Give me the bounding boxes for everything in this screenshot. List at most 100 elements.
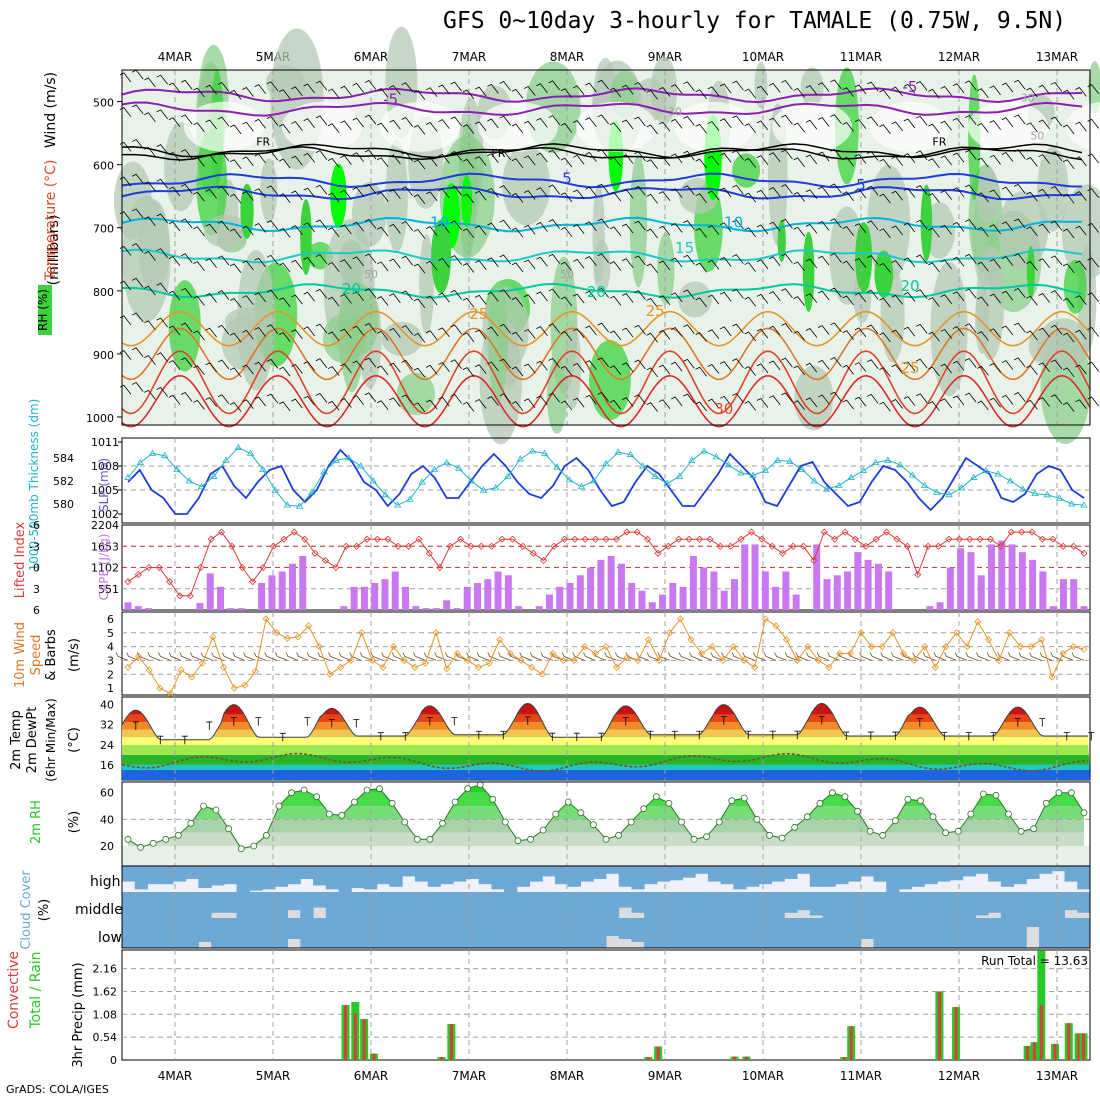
wind-barb [242,364,254,375]
wind10m-point [315,643,323,651]
lifted-index-point [1049,535,1057,543]
wind-barb [830,148,842,159]
lifted-index-point [456,535,465,543]
cloud-cover-bar [848,892,862,918]
wind-barb [903,222,916,233]
wind-barb [634,255,646,266]
wind-barb [695,123,707,134]
wind-barb [474,364,487,375]
wind-barb [744,157,756,168]
wind-barb [634,324,646,335]
wind10m-barb [529,652,543,661]
cloud-cover-bar [1051,866,1066,872]
wind10m-barb [158,652,171,661]
wind-barb [597,392,609,402]
cape-bar [936,602,944,610]
cloud-cover-bar [1064,892,1078,911]
wind10m-point [262,615,270,623]
wind-barb [915,358,928,369]
cape-bar [710,571,718,610]
wind-barb [144,216,156,227]
wind-barb [928,331,940,342]
wind-barb [1013,114,1026,125]
wind-barb [425,295,438,306]
cloud-cover-bar [376,866,390,885]
wind-barb [474,260,487,270]
wind-barb [156,386,168,397]
wind-barb [462,228,475,239]
wind-barb [340,293,352,304]
cloud-cover-bar [733,866,747,890]
cloud-cover-bar [606,866,620,874]
wind-barb [891,225,903,236]
wind-barb [928,297,940,307]
wind-barb [144,251,156,261]
cape-bar [360,586,368,610]
wind-barb [1075,295,1087,305]
lifted-index-line [127,531,1085,597]
isotherm-line [121,282,1083,299]
rh2m-tick-label: 20 [100,840,114,853]
thickness-point [136,458,144,465]
wind-barb [891,260,903,270]
wind10m-tick-label: 5 [107,627,114,640]
wind10m-point [836,649,844,658]
cloud-cover-bar [784,866,798,879]
rh-patch [168,280,201,372]
temperature-minmax-marker [353,718,360,728]
wind-barb [413,333,426,343]
wind-barb [817,325,830,335]
wind10m-point [230,684,238,692]
wind-barb [609,261,622,271]
wind10m-barb [126,652,139,661]
cloud-cover-bar [580,866,594,882]
cape-bar [576,575,584,610]
wind-barb [940,398,952,409]
cloud-cover-bar [1077,892,1091,913]
wind10m-barb [774,652,787,661]
cloud-cover-bar [784,892,798,913]
wind-barb [585,82,597,93]
temperature-minmax-marker [769,730,776,740]
wind10m-tick-label: 2 [107,668,114,681]
lifted-index-point [384,535,392,543]
wind-barb [511,123,524,134]
wind-barb [1087,257,1099,268]
wind10m-barb [721,652,734,661]
isotherm-label: 25 [646,302,665,320]
wind-barb [438,396,450,407]
wind-barb [658,399,671,410]
wind-barb [879,193,891,204]
wind-barb [450,289,462,300]
lifted-index-point [508,535,517,543]
wind-barb [781,114,793,125]
wind10m-point [124,663,132,671]
thickness-point [479,486,488,493]
rh2m-point [891,817,899,825]
cloud-cover-bar [555,918,569,948]
lifted-index-point [914,571,922,579]
rh2m-point [652,793,660,801]
wind-barb [695,401,707,412]
wind10m-barb [742,652,755,661]
wind10m-barb [678,652,692,661]
wind-barb [964,219,977,229]
wind10m-point [708,643,716,651]
rh2m-point [942,829,950,837]
wind-barb [903,187,916,198]
thickness-point [332,456,341,463]
cape-bar [371,583,379,610]
wind10m-point [1069,643,1077,651]
wind-barb [523,328,536,339]
lifted-index-point [581,535,589,543]
wind-barb [670,84,683,94]
wind10m-barb [274,652,288,661]
wind-barb [413,228,426,239]
wind-barb [842,226,854,236]
cloud-cover-bar [478,892,492,918]
wind-barb [781,253,793,264]
wind-barb [389,119,401,130]
temperature-minmax-marker [622,716,629,726]
wind10m-barb [1039,652,1053,661]
